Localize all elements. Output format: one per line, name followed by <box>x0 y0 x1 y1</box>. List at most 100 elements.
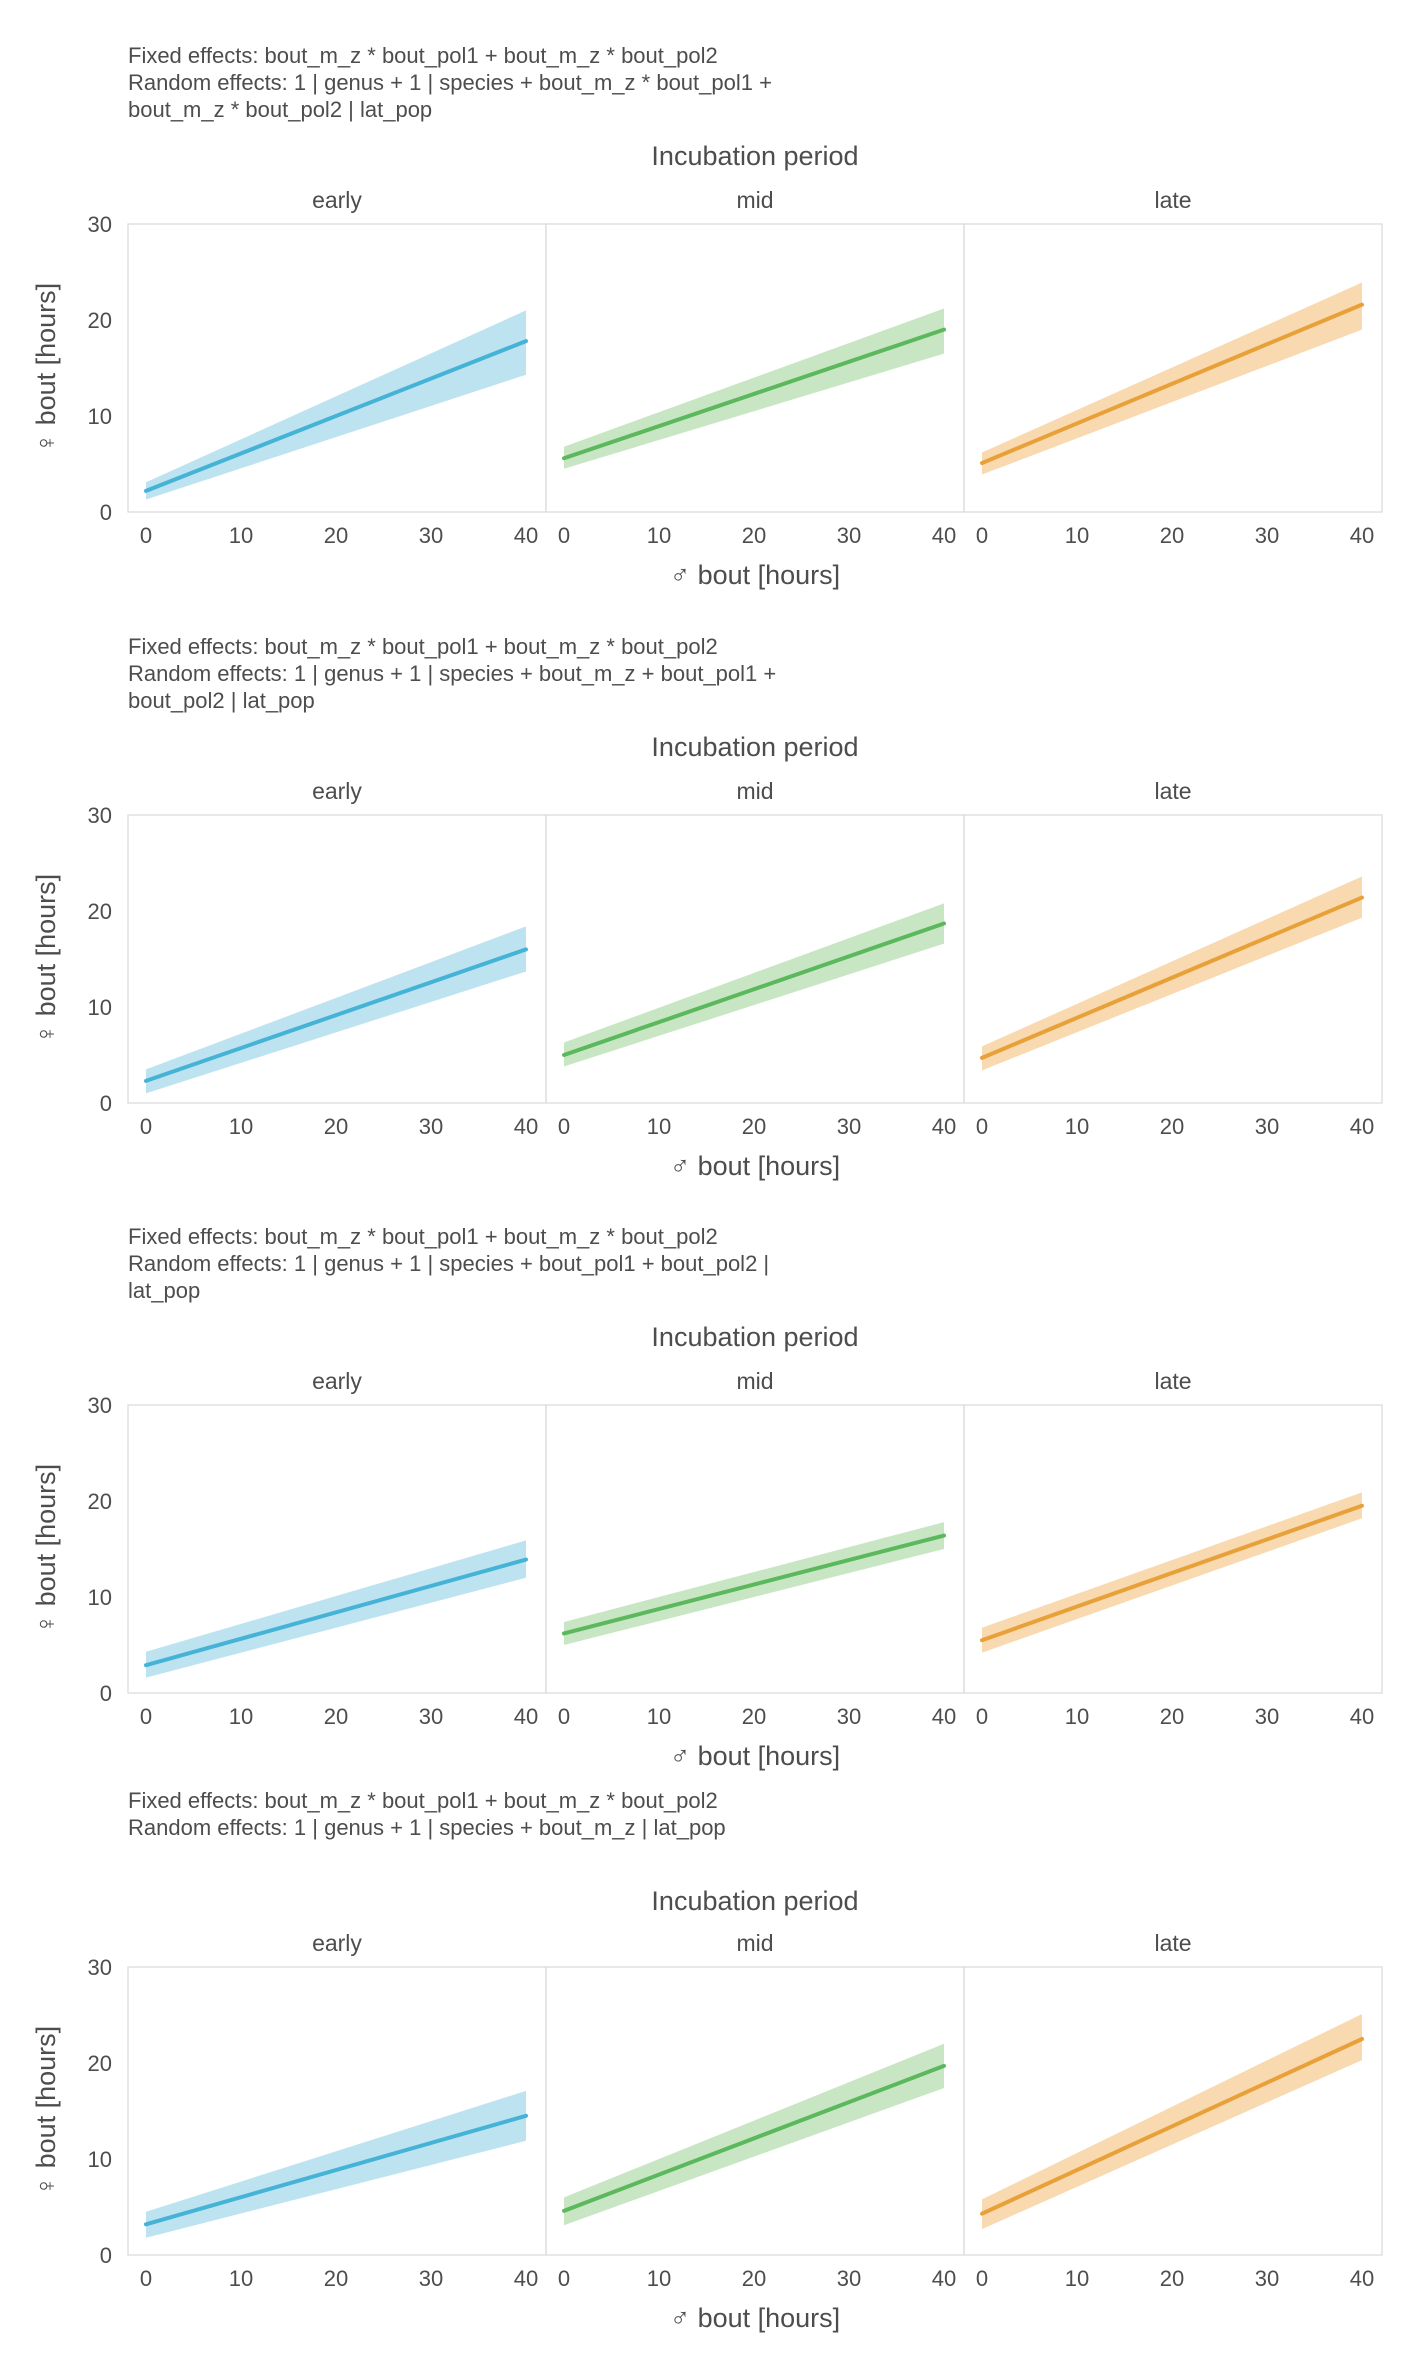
x-tick-label: 0 <box>976 523 988 548</box>
x-tick-label: 40 <box>932 523 956 548</box>
panel-strip-label: early <box>312 778 362 804</box>
x-tick-label: 20 <box>1160 523 1184 548</box>
panel-border <box>545 223 965 513</box>
panel-strip-label: late <box>1154 778 1191 804</box>
random-effects-label: Random effects: 1 | genus + 1 | species … <box>128 1251 769 1276</box>
x-tick-label: 30 <box>1255 2266 1279 2291</box>
x-tick-label: 10 <box>1065 2266 1089 2291</box>
facet-title: Incubation period <box>651 141 858 171</box>
x-tick-label: 30 <box>837 1704 861 1729</box>
x-tick-label: 20 <box>1160 1114 1184 1139</box>
x-tick-label: 20 <box>742 523 766 548</box>
x-tick-label: 20 <box>742 1114 766 1139</box>
facet-title: Incubation period <box>651 732 858 762</box>
x-tick-label: 30 <box>837 1114 861 1139</box>
y-tick-label: 10 <box>88 2147 112 2172</box>
x-tick-label: 20 <box>742 1704 766 1729</box>
x-tick-label: 10 <box>647 2266 671 2291</box>
x-tick-label: 30 <box>1255 1704 1279 1729</box>
x-tick-label: 40 <box>932 1114 956 1139</box>
x-tick-label: 10 <box>1065 523 1089 548</box>
y-axis-label: ♀ bout [hours] <box>31 1464 61 1634</box>
confidence-band-early <box>146 2090 526 2238</box>
x-tick-label: 30 <box>419 1704 443 1729</box>
y-tick-label: 10 <box>88 995 112 1020</box>
fit-line-mid <box>562 327 946 461</box>
x-tick-label: 0 <box>558 1704 570 1729</box>
fit-line-early <box>144 339 528 493</box>
panel-strip-label: late <box>1154 1368 1191 1394</box>
random-effects-label: Random effects: 1 | genus + 1 | species … <box>128 1815 726 1840</box>
x-tick-label: 40 <box>1350 523 1374 548</box>
random-effects-label-cont: bout_m_z * bout_pol2 | lat_pop <box>128 97 432 122</box>
x-tick-label: 10 <box>647 1704 671 1729</box>
x-tick-label: 30 <box>1255 523 1279 548</box>
x-tick-label: 10 <box>229 523 253 548</box>
panel-strip-label: late <box>1154 1930 1191 1956</box>
confidence-band-late <box>982 2014 1362 2230</box>
fixed-effects-label: Fixed effects: bout_m_z * bout_pol1 + bo… <box>128 1224 718 1249</box>
x-tick-label: 0 <box>558 2266 570 2291</box>
facet-title: Incubation period <box>651 1886 858 1916</box>
fit-line-mid <box>562 921 946 1057</box>
x-axis-label: ♂ bout [hours] <box>670 560 840 590</box>
x-tick-label: 0 <box>976 2266 988 2291</box>
random-effects-label: Random effects: 1 | genus + 1 | species … <box>128 70 772 95</box>
x-tick-label: 40 <box>932 2266 956 2291</box>
confidence-band-late <box>982 282 1362 475</box>
y-tick-label: 30 <box>88 803 112 828</box>
x-tick-label: 10 <box>229 1704 253 1729</box>
y-tick-label: 10 <box>88 404 112 429</box>
confidence-band-early <box>146 926 526 1094</box>
panel-border <box>545 814 965 1104</box>
y-tick-label: 30 <box>88 212 112 237</box>
random-effects-label-cont: bout_pol2 | lat_pop <box>128 688 315 713</box>
x-tick-label: 40 <box>514 1704 538 1729</box>
y-tick-label: 20 <box>88 899 112 924</box>
x-tick-label: 20 <box>742 2266 766 2291</box>
x-tick-label: 10 <box>229 2266 253 2291</box>
fit-line-early <box>144 2113 528 2227</box>
x-tick-label: 40 <box>1350 1704 1374 1729</box>
x-axis-label: ♂ bout [hours] <box>670 1151 840 1181</box>
x-tick-label: 20 <box>324 2266 348 2291</box>
panel-strip-label: mid <box>736 1368 773 1394</box>
panel-strip-label: early <box>312 187 362 213</box>
panel-border <box>963 1404 1383 1694</box>
x-tick-label: 20 <box>324 1114 348 1139</box>
x-tick-label: 40 <box>514 523 538 548</box>
fit-line-early <box>144 1557 528 1668</box>
panel-border <box>545 1966 965 2256</box>
fit-line-mid <box>562 1533 946 1636</box>
x-tick-label: 20 <box>1160 1704 1184 1729</box>
confidence-band-early <box>146 1540 526 1678</box>
fixed-effects-label: Fixed effects: bout_m_z * bout_pol1 + bo… <box>128 1788 718 1813</box>
x-tick-label: 30 <box>419 1114 443 1139</box>
x-tick-label: 0 <box>558 523 570 548</box>
y-tick-label: 0 <box>100 500 112 525</box>
y-tick-label: 0 <box>100 2243 112 2268</box>
panel-strip-label: early <box>312 1368 362 1394</box>
y-axis-label: ♀ bout [hours] <box>31 2026 61 2196</box>
panel-strip-label: mid <box>736 187 773 213</box>
y-tick-label: 30 <box>88 1393 112 1418</box>
panel-strip-label: mid <box>736 778 773 804</box>
confidence-band-mid <box>564 308 944 469</box>
fit-line-late <box>980 1503 1364 1643</box>
x-tick-label: 30 <box>419 2266 443 2291</box>
x-tick-label: 40 <box>1350 1114 1374 1139</box>
x-tick-label: 0 <box>976 1114 988 1139</box>
random-effects-label: Random effects: 1 | genus + 1 | species … <box>128 661 776 686</box>
x-tick-label: 40 <box>514 2266 538 2291</box>
confidence-band-mid <box>564 903 944 1067</box>
x-tick-label: 0 <box>140 2266 152 2291</box>
x-tick-label: 10 <box>1065 1114 1089 1139</box>
panel-border <box>963 1966 1383 2256</box>
x-tick-label: 20 <box>1160 2266 1184 2291</box>
confidence-band-late <box>982 876 1362 1071</box>
x-tick-label: 0 <box>140 1114 152 1139</box>
x-tick-label: 0 <box>140 1704 152 1729</box>
panel-strip-label: late <box>1154 187 1191 213</box>
x-axis-label: ♂ bout [hours] <box>670 2303 840 2333</box>
x-axis-label: ♂ bout [hours] <box>670 1741 840 1771</box>
